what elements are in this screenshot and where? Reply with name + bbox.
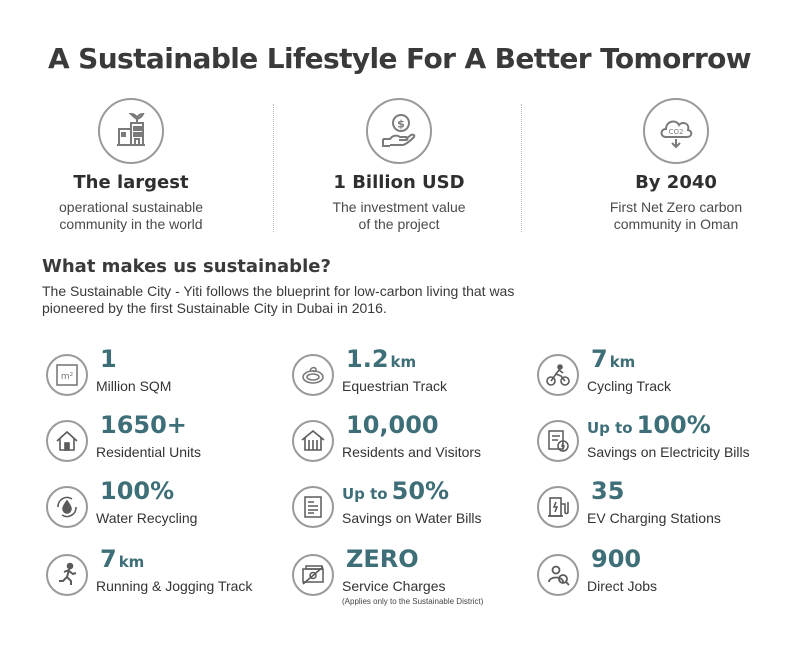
stat-label: Residential Units — [96, 444, 202, 460]
divider — [273, 104, 274, 232]
stat-electricity-savings: Up to 100% Savings on Electricity Bills — [537, 410, 777, 472]
area-sqm-icon: m² — [46, 354, 88, 396]
intro-line: The Sustainable City - Yiti follows the … — [42, 283, 515, 299]
job-search-icon — [537, 554, 579, 596]
stat-number: 1 — [100, 345, 117, 373]
co2-cloud-icon: CO2 — [643, 98, 709, 164]
highlight-desc: operational sustainable community in the… — [11, 199, 251, 233]
stat-label: Equestrian Track — [342, 378, 448, 394]
water-recycling-icon — [46, 486, 88, 528]
highlight-title: 1 Billion USD — [333, 172, 465, 193]
stat-area: m² 1 Million SQM — [46, 344, 286, 406]
stat-unit: km — [390, 353, 417, 371]
highlight-desc-line: First Net Zero carbon — [609, 199, 743, 215]
svg-text:CO2: CO2 — [669, 128, 684, 136]
stat-value: 10,000 — [342, 410, 441, 443]
water-bill-icon — [292, 486, 334, 528]
stat-number: 100% — [636, 411, 711, 439]
stat-label: Million SQM — [96, 378, 172, 394]
highlight-desc-line: community in Oman — [613, 216, 739, 232]
intro-line: pioneered by the first Sustainable City … — [42, 300, 387, 316]
highlight-desc-line: of the project — [358, 216, 440, 232]
stat-unit: km — [609, 353, 636, 371]
highlight-desc-line: community in the world — [59, 216, 203, 232]
highlight-largest: The largest operational sustainable comm… — [11, 98, 251, 233]
stat-number: 35 — [591, 477, 625, 505]
stat-label: Direct Jobs — [587, 578, 658, 594]
building-plant-icon — [98, 98, 164, 164]
stat-number: 7 — [100, 545, 117, 573]
stat-unit: km — [118, 553, 145, 571]
dollar-hand-icon: $ — [366, 98, 432, 164]
stat-number: ZERO — [346, 545, 419, 573]
stat-prefix: Up to — [342, 485, 388, 503]
stat-prefix: Up to — [587, 419, 633, 437]
stat-label: Service Charges — [342, 578, 446, 594]
section-heading: What makes us sustainable? — [42, 256, 331, 277]
svg-text:m²: m² — [61, 372, 74, 382]
stat-ev-charging: 35 EV Charging Stations — [537, 476, 777, 538]
community-house-icon — [292, 420, 334, 462]
highlight-desc-line: The investment value — [332, 199, 466, 215]
stat-residents: 10,000 Residents and Visitors — [292, 410, 532, 472]
stat-value: 100% — [96, 476, 176, 509]
highlight-investment: $ 1 Billion USD The investment value of … — [279, 98, 519, 233]
stat-value: Up to 100% — [587, 410, 713, 443]
highlight-desc: First Net Zero carbon community in Oman — [556, 199, 796, 233]
stat-value: 35 — [587, 476, 626, 509]
stat-label: Running & Jogging Track — [96, 578, 253, 594]
stat-running-track: 7 km Running & Jogging Track — [46, 544, 286, 606]
no-charges-icon — [292, 554, 334, 596]
section-intro: The Sustainable City - Yiti follows the … — [42, 283, 602, 317]
stat-label: Savings on Electricity Bills — [587, 444, 750, 460]
highlight-title: By 2040 — [635, 172, 717, 193]
stat-water-recycling: 100% Water Recycling — [46, 476, 286, 538]
stat-number: 10,000 — [346, 411, 439, 439]
stat-value: Up to 50% — [342, 476, 451, 509]
electricity-bill-icon — [537, 420, 579, 462]
stat-value: 900 — [587, 544, 643, 577]
stat-direct-jobs: 900 Direct Jobs — [537, 544, 777, 606]
track-icon — [292, 354, 334, 396]
highlight-net-zero: CO2 By 2040 First Net Zero carbon commun… — [556, 98, 796, 233]
stat-water-savings: Up to 50% Savings on Water Bills — [292, 476, 532, 538]
divider — [521, 104, 522, 232]
stat-value: 7 km — [587, 344, 635, 377]
stat-label: Water Recycling — [96, 510, 198, 526]
stat-value: ZERO — [342, 544, 421, 577]
stat-label: Savings on Water Bills — [342, 510, 482, 526]
highlights-row: The largest operational sustainable comm… — [0, 98, 799, 238]
house-icon — [46, 420, 88, 462]
stat-equestrian: 1.2 km Equestrian Track — [292, 344, 532, 406]
svg-text:$: $ — [397, 118, 405, 131]
stat-label: Cycling Track — [587, 378, 672, 394]
stat-number: 100% — [100, 477, 175, 505]
stat-residential-units: 1650+ Residential Units — [46, 410, 286, 472]
stat-number: 1.2 — [346, 345, 389, 373]
cycling-icon — [537, 354, 579, 396]
ev-charging-icon — [537, 486, 579, 528]
stat-number: 900 — [591, 545, 642, 573]
stat-value: 1 — [96, 344, 119, 377]
stats-grid: m² 1 Million SQM 1.2 km Equestrian Track … — [0, 340, 799, 610]
stat-number: 7 — [591, 345, 608, 373]
highlight-desc-line: operational sustainable — [59, 199, 203, 215]
stat-label: EV Charging Stations — [587, 510, 721, 526]
stat-number: 1650+ — [100, 411, 187, 439]
stat-value: 1.2 km — [342, 344, 416, 377]
runner-icon — [46, 554, 88, 596]
stat-footnote: (Applies only to the Sustainable Distric… — [342, 597, 484, 606]
highlight-desc: The investment value of the project — [279, 199, 519, 233]
highlight-title: The largest — [73, 172, 189, 193]
stat-value: 7 km — [96, 544, 144, 577]
stat-service-charges: ZERO Service Charges (Applies only to th… — [292, 544, 532, 606]
stat-label: Residents and Visitors — [342, 444, 482, 460]
stat-cycling: 7 km Cycling Track — [537, 344, 777, 406]
page-title: A Sustainable Lifestyle For A Better Tom… — [47, 42, 752, 75]
stat-number: 50% — [391, 477, 450, 505]
stat-value: 1650+ — [96, 410, 189, 443]
